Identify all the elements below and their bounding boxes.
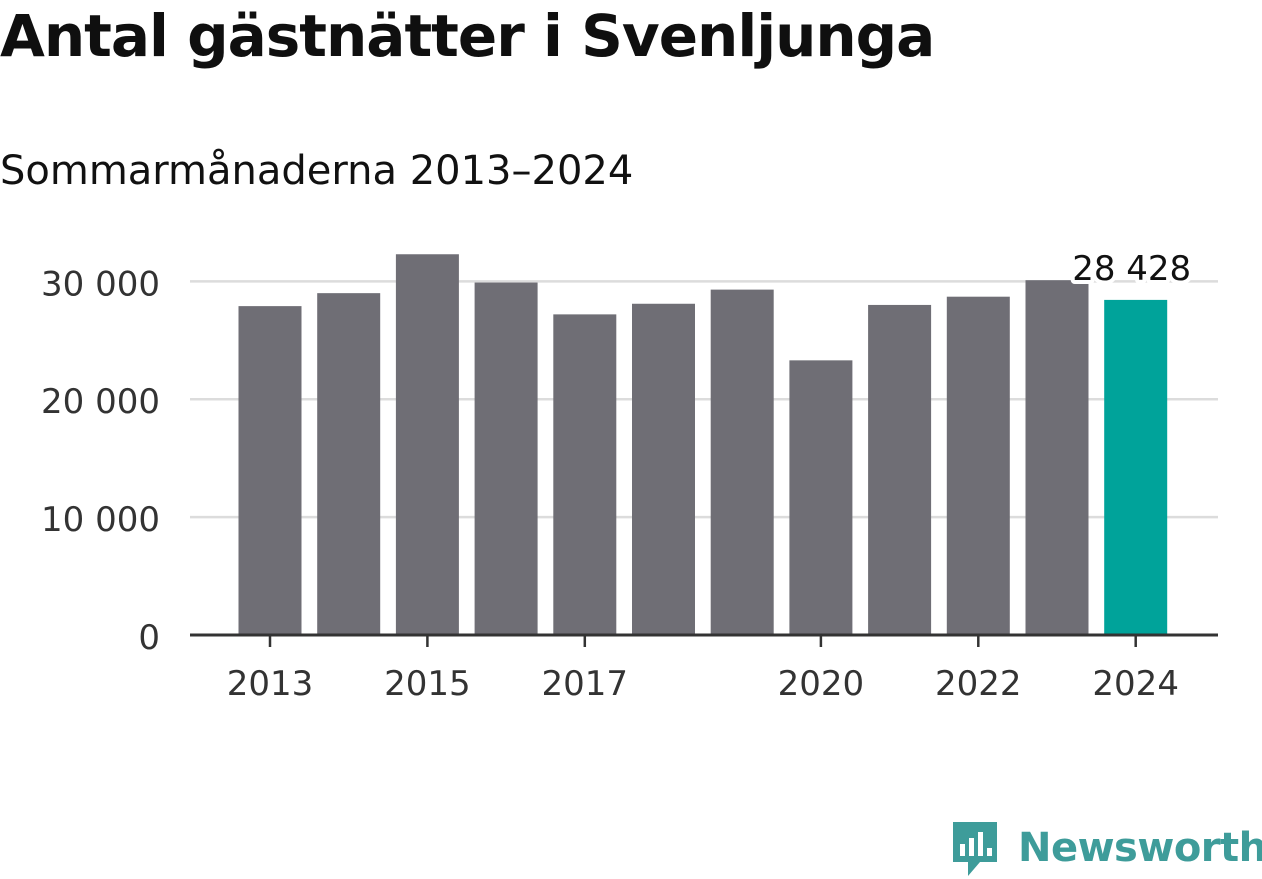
bar-2015 [395,254,459,635]
brand-logo: Newsworthy [950,818,1262,878]
x-tick-label: 2022 [935,664,1022,704]
x-tick-label: 2017 [542,664,629,704]
x-tick-label: 2024 [1092,664,1179,704]
axes [190,633,1218,647]
brand-name: Newsworthy [1018,825,1262,871]
bar-2014 [317,293,381,635]
bar-2021 [868,304,932,635]
bar-2024 [1104,299,1168,635]
y-tick-label: 20 000 [41,382,160,422]
y-tick-label: 30 000 [41,264,160,304]
bar-2020 [789,360,853,635]
bar-2023 [1025,280,1089,635]
y-tick-label: 10 000 [41,500,160,540]
bar-2016 [474,282,538,635]
bar-2013 [238,306,302,635]
y-tick-label: 0 [138,618,160,658]
bars [238,254,1168,635]
value-label-2024: 28 428 [1072,249,1191,289]
chart-title: Antal gästnätter i Svenljunga [0,2,935,70]
labels: 0 10 000 20 000 30 000 2013 2015 2017 2020 2022 2… [41,245,1195,704]
x-tick-label: 2015 [384,664,471,704]
x-tick-label: 2020 [778,664,865,704]
bar-2017 [553,314,617,635]
chart-subtitle: Sommarmånaderna 2013–2024 [0,148,634,194]
newsworthy-logo-icon [953,822,997,876]
bar-2018 [632,303,695,635]
bar-2019 [710,289,774,635]
bar-2022 [946,296,1010,635]
x-tick-label: 2013 [227,664,314,704]
